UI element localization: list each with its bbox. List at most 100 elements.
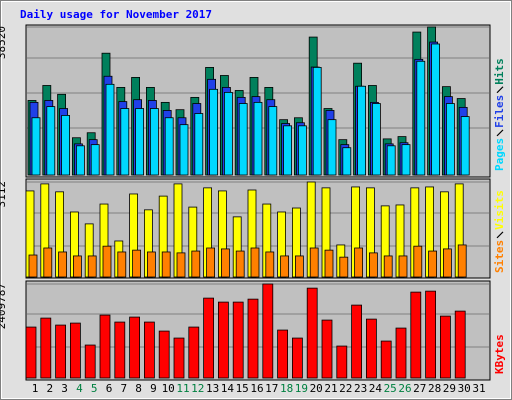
bar [283, 125, 293, 176]
bar [84, 344, 96, 379]
bar [129, 316, 141, 379]
x-tick-label: 7 [120, 382, 127, 395]
bar [253, 101, 263, 176]
x-tick-label: 19 [295, 382, 308, 395]
x-tick-label: 3 [61, 382, 68, 395]
bar [410, 291, 422, 379]
bar [149, 108, 159, 176]
bar [209, 88, 219, 176]
bar [277, 329, 289, 379]
x-tick-label: 14 [221, 382, 235, 395]
bar [250, 247, 260, 278]
x-tick-label: 4 [76, 382, 83, 395]
bar [351, 304, 363, 379]
bar [460, 116, 470, 176]
legend-separator [496, 86, 504, 94]
bar [324, 249, 334, 278]
legend-entry: Visits [493, 190, 506, 230]
bar [179, 124, 189, 176]
bar [99, 314, 111, 379]
x-tick-label: 20 [310, 382, 323, 395]
x-tick-label: 15 [236, 382, 249, 395]
legend-entry: KBytes [493, 334, 506, 374]
y-tick-label: 38520 [0, 26, 8, 59]
bar [294, 255, 304, 278]
bar [238, 103, 248, 176]
bar [380, 340, 392, 379]
bar [431, 43, 441, 176]
legend-separator [496, 129, 504, 137]
bar [416, 60, 426, 176]
x-tick-label: 5 [91, 382, 98, 395]
x-tick-label: 6 [106, 382, 113, 395]
bar [31, 117, 41, 176]
bar [70, 322, 81, 379]
bar [371, 103, 381, 176]
bar [87, 255, 97, 278]
x-tick-label: 27 [413, 382, 426, 395]
bar [336, 345, 348, 379]
bar [339, 256, 349, 278]
bar [232, 301, 244, 379]
chart-title: Daily usage for November 2017 [20, 8, 212, 21]
bar [161, 251, 171, 278]
bar [321, 319, 333, 379]
bar [442, 248, 452, 278]
bar [265, 251, 275, 278]
bar [188, 326, 200, 379]
x-tick-label: 12 [191, 382, 204, 395]
legend-separator [496, 231, 504, 239]
bar [102, 245, 112, 278]
bar [297, 125, 307, 176]
bar [357, 85, 367, 176]
bar [291, 337, 303, 379]
bar [268, 106, 278, 176]
legend-entry: Sites [493, 240, 506, 273]
bar [25, 326, 37, 379]
bar [457, 244, 467, 278]
x-tick-label: 16 [250, 382, 263, 395]
bar [158, 330, 170, 379]
bar [164, 117, 174, 176]
x-tick-label: 26 [398, 382, 411, 395]
x-tick-label: 31 [472, 382, 485, 395]
bar [191, 250, 201, 278]
bar [445, 103, 455, 176]
bar [76, 145, 85, 176]
x-tick-label: 10 [162, 382, 175, 395]
x-tick-label: 22 [339, 382, 352, 395]
bar [105, 83, 115, 176]
y-tick-label: 3112 [0, 181, 8, 208]
bar [206, 247, 216, 278]
bar [146, 251, 156, 278]
bar [247, 298, 259, 379]
bar [223, 91, 233, 176]
bar [428, 250, 438, 278]
bar [43, 247, 53, 278]
bar [135, 108, 145, 176]
bar [368, 252, 378, 278]
x-tick-label: 25 [384, 382, 397, 395]
x-tick-label: 13 [206, 382, 219, 395]
bar [90, 144, 100, 176]
bar [120, 108, 130, 176]
bar [73, 255, 82, 278]
bar [132, 249, 142, 278]
bar [401, 144, 411, 176]
bar [220, 248, 230, 278]
bar [61, 115, 70, 176]
x-tick-label: 23 [354, 382, 367, 395]
bar [173, 337, 185, 379]
bar [365, 318, 377, 379]
x-tick-label: 11 [176, 382, 189, 395]
bar [413, 245, 423, 278]
bar [306, 287, 318, 379]
bar [312, 67, 322, 176]
y-tick-label: 2409787 [0, 283, 8, 329]
x-tick-label: 9 [150, 382, 157, 395]
x-tick-label: 8 [135, 382, 142, 395]
bar [309, 247, 319, 278]
bar [354, 247, 364, 278]
